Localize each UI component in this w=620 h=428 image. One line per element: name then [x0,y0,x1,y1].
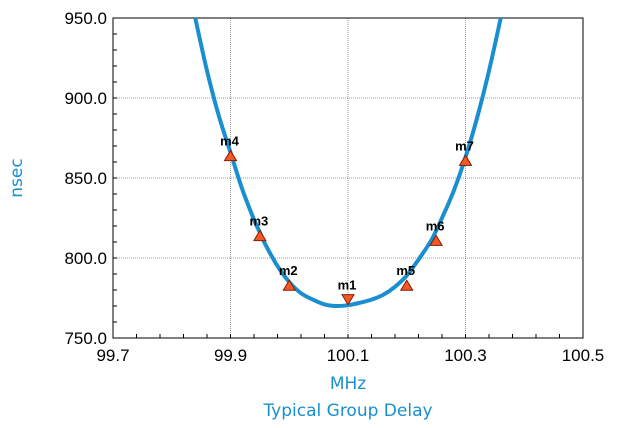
x-tick-label: 100.3 [444,346,487,365]
marker-label: m5 [396,263,415,278]
marker-triangle [223,149,238,162]
x-axis-title: MHz [330,374,366,394]
marker-triangle [341,294,355,306]
x-tick-label: 99.9 [214,346,247,365]
grid [113,18,583,338]
chart-title: Typical Group Delay [262,401,432,421]
y-axis-title: nsec [7,158,27,197]
marker-label: m3 [249,214,268,229]
y-tick-label: 950.0 [64,9,107,28]
x-tick-label: 100.1 [327,346,370,365]
y-tick-label: 800.0 [64,249,107,268]
marker-m6: m6 [426,218,445,246]
x-tick-label: 100.5 [562,346,605,365]
marker-m1: m1 [338,278,357,306]
x-tick-label: 99.7 [96,346,129,365]
marker-label: m4 [220,134,240,149]
marker-label: m1 [338,278,357,293]
x-tick-labels: 99.7 99.9 100.1 100.3 100.5 [96,346,604,365]
marker-label: m2 [279,263,298,278]
marker-triangle [399,279,414,291]
marker-triangle [252,229,267,242]
marker-triangle [458,154,473,166]
marker-triangle [282,279,297,291]
marker-triangle [429,234,444,246]
minor-ticks [112,17,584,339]
y-tick-label: 900.0 [64,89,107,108]
marker-m5: m5 [396,263,415,291]
y-tick-labels: 750.0 800.0 850.0 900.0 950.0 [64,9,107,348]
marker-label: m7 [455,138,474,153]
marker-m7: m7 [455,138,474,166]
y-tick-label: 750.0 [64,329,107,348]
marker-label: m6 [426,218,445,233]
marker-m4: m4 [220,134,240,162]
marker-m2: m2 [279,263,298,291]
plot-frame [112,17,584,339]
y-tick-label: 850.0 [64,169,107,188]
marker-layer: m1 m2 m3 m4 m5 m6 m7 [220,134,474,306]
marker-m3: m3 [249,214,268,242]
